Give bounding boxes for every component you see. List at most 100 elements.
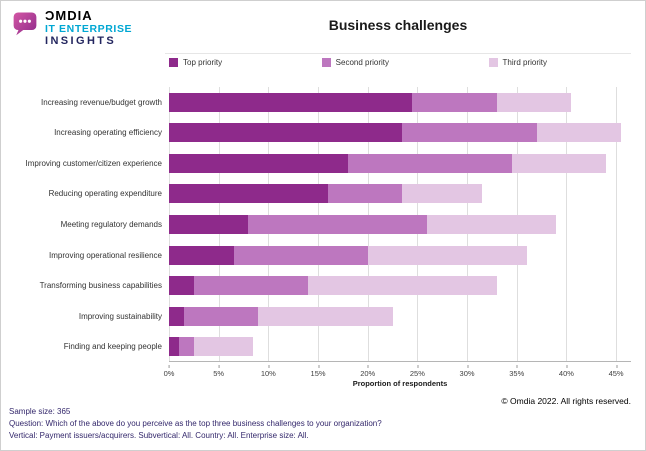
bar-segment-top-priority — [169, 337, 179, 357]
chart-row: Increasing operating efficiency — [11, 118, 631, 149]
bar-track — [169, 184, 631, 204]
x-axis-ticks: 0% 5% 10% 15% 20% 25% 30% 35% 40% 45% — [164, 365, 631, 378]
bar-track — [169, 276, 631, 296]
footnotes: Sample size: 365 Question: Which of the … — [9, 406, 382, 442]
category-label: Meeting regulatory demands — [60, 220, 162, 230]
logo-line1: IT ENTERPRISE — [45, 22, 133, 35]
vertical-text: Vertical: Payment issuers/acquirers. Sub… — [9, 431, 309, 440]
bar-segment-second-priority — [193, 276, 309, 296]
bar-segment-second-priority — [402, 123, 537, 143]
bar-track — [169, 123, 631, 143]
bar-track — [169, 215, 631, 235]
stacked-bar — [169, 184, 631, 204]
bar-track — [169, 153, 631, 173]
bar-track — [169, 245, 631, 265]
x-tick-label: 15% — [311, 365, 326, 378]
chart-row: Reducing operating expenditure — [11, 179, 631, 210]
bar-segment-second-priority — [178, 337, 194, 357]
bar-segment-top-priority — [169, 306, 184, 326]
bar-segment-third-priority — [367, 245, 527, 265]
category-label: Transforming business capabilities — [39, 281, 162, 291]
bar-segment-top-priority — [169, 184, 328, 204]
bar-segment-second-priority — [248, 215, 428, 235]
x-axis-label: Proportion of respondents — [352, 379, 448, 388]
question-text: Question: Which of the above do you perc… — [9, 419, 382, 428]
chart-row: Meeting regulatory demands — [11, 209, 631, 240]
bar-segment-second-priority — [347, 153, 512, 173]
x-tick-label: 40% — [559, 365, 574, 378]
bar-segment-third-priority — [193, 337, 254, 357]
legend-swatch — [321, 58, 331, 67]
legend-label: Top priority — [183, 58, 223, 67]
legend-swatch — [488, 58, 498, 67]
chart-area: Increasing revenue/budget growth Increasi… — [11, 87, 631, 362]
bar-segment-third-priority — [536, 123, 622, 143]
logo-line2: INSIGHTS — [45, 35, 117, 48]
stacked-bar — [169, 337, 631, 357]
legend-swatch — [169, 58, 178, 67]
bar-segment-third-priority — [511, 153, 607, 173]
logo-text: ƆMDIA IT ENTERPRISE INSIGHTS — [45, 9, 132, 48]
chart-title: Business challenges — [328, 17, 468, 33]
stacked-bar — [169, 92, 631, 112]
x-tick-label: 10% — [261, 365, 276, 378]
x-tick-label: 5% — [213, 365, 224, 378]
x-tick-label: 25% — [410, 365, 425, 378]
stacked-bar — [169, 123, 631, 143]
x-tick-label: 0% — [164, 365, 174, 378]
x-tick-label: 30% — [460, 365, 475, 378]
category-label: Reducing operating expenditure — [48, 189, 162, 199]
chart-row: Improving customer/citizen experience — [11, 148, 631, 179]
bar-segment-second-priority — [183, 306, 259, 326]
legend: Top priority Second priority Third priorit… — [169, 58, 547, 67]
category-label: Improving customer/citizen experience — [25, 158, 162, 168]
bar-segment-top-priority — [169, 245, 234, 265]
stacked-bar — [169, 245, 631, 265]
x-tick-label: 20% — [360, 365, 375, 378]
copyright: © Omdia 2022. All rights reserved. — [501, 396, 631, 406]
bar-segment-top-priority — [169, 153, 348, 173]
category-label: Improving sustainability — [78, 311, 162, 321]
bar-track — [169, 92, 631, 112]
bar-segment-third-priority — [402, 184, 482, 204]
chart-row: Transforming business capabilities — [11, 270, 631, 301]
stacked-bar — [169, 215, 631, 235]
bar-segment-top-priority — [169, 92, 413, 112]
bar-segment-second-priority — [233, 245, 368, 265]
legend-item-second-priority: Second priority — [321, 58, 390, 67]
bar-track — [169, 306, 631, 326]
omdia-chat-bubble-icon — [13, 12, 37, 36]
stacked-bar — [169, 153, 631, 173]
bar-segment-third-priority — [308, 276, 497, 296]
sample-size-text: Sample size: 365 — [9, 407, 71, 416]
category-label: Improving operational resilience — [49, 250, 162, 260]
category-label: Increasing revenue/budget growth — [41, 97, 162, 107]
x-tick-label: 45% — [609, 365, 624, 378]
legend-item-third-priority: Third priority — [488, 58, 547, 67]
logo-brand: ƆMDIA — [45, 8, 93, 23]
bar-track — [169, 337, 631, 357]
chart-row: Finding and keeping people — [11, 332, 631, 363]
bar-segment-third-priority — [496, 92, 572, 112]
bar-rows: Increasing revenue/budget growth Increasi… — [11, 87, 631, 362]
chart-row: Improving sustainability — [11, 301, 631, 332]
category-label: Increasing operating efficiency — [54, 128, 162, 138]
chart-row: Improving operational resilience — [11, 240, 631, 271]
gridline — [566, 87, 568, 361]
bar-segment-third-priority — [427, 215, 557, 235]
stacked-bar — [169, 276, 631, 296]
plot-top-border — [165, 53, 631, 54]
legend-label: Second priority — [335, 58, 390, 67]
stacked-bar — [169, 306, 631, 326]
bar-segment-top-priority — [169, 276, 194, 296]
bar-segment-second-priority — [327, 184, 403, 204]
bar-segment-third-priority — [258, 306, 393, 326]
category-label: Finding and keeping people — [63, 342, 162, 352]
chart-row: Increasing revenue/budget growth — [11, 87, 631, 118]
bar-segment-second-priority — [412, 92, 497, 112]
legend-item-top-priority: Top priority — [169, 58, 222, 67]
x-tick-label: 35% — [509, 365, 524, 378]
gridline — [616, 87, 618, 361]
omdia-logo: ƆMDIA IT ENTERPRISE INSIGHTS — [11, 9, 132, 48]
